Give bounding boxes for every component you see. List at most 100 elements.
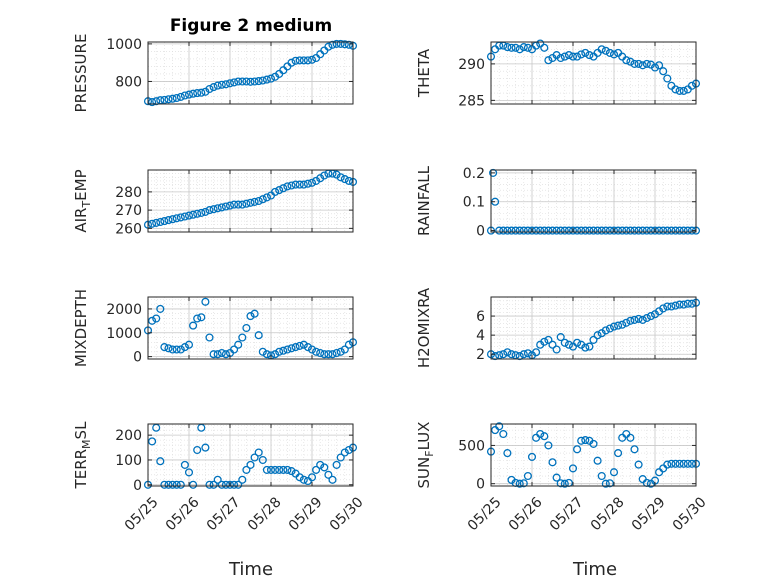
data-point xyxy=(523,471,532,481)
data-point xyxy=(622,56,631,65)
data-point xyxy=(577,436,586,445)
data-point xyxy=(507,350,516,359)
data-point xyxy=(601,479,610,488)
data-point xyxy=(585,226,594,235)
data-point xyxy=(495,226,504,235)
data-point xyxy=(336,173,345,182)
data-point xyxy=(160,217,169,226)
data-point xyxy=(189,321,198,330)
data-point xyxy=(638,226,647,235)
data-point xyxy=(675,300,684,309)
data-point xyxy=(176,480,185,489)
axes-box xyxy=(147,41,354,105)
data-point xyxy=(316,348,325,358)
subplot-air_temp: 260 270 280 AIRTEMP xyxy=(72,169,358,237)
data-point xyxy=(299,475,308,484)
data-point xyxy=(340,345,349,354)
series-theta xyxy=(486,39,701,95)
data-point xyxy=(328,40,337,49)
y-tick-label: 500 xyxy=(458,438,485,454)
data-point xyxy=(184,211,194,220)
data-point xyxy=(148,316,157,325)
axes-box xyxy=(147,169,354,233)
data-point xyxy=(577,226,586,235)
data-point xyxy=(515,479,524,488)
data-point xyxy=(544,441,553,450)
data-point xyxy=(156,304,165,313)
data-point xyxy=(246,198,255,207)
plot-area xyxy=(148,170,353,232)
data-point xyxy=(630,59,639,68)
data-point xyxy=(523,43,532,52)
data-point xyxy=(242,323,251,333)
subplot-pressure: 800 1000 PRESSURE xyxy=(72,34,358,112)
data-point xyxy=(287,181,296,190)
data-point xyxy=(262,193,271,202)
data-point xyxy=(279,465,288,474)
data-point xyxy=(291,56,300,65)
data-point xyxy=(168,215,177,224)
data-point xyxy=(258,455,267,465)
y-tick-label: 0.1 xyxy=(463,195,485,211)
data-point xyxy=(238,475,247,484)
data-point xyxy=(287,467,296,476)
data-point xyxy=(499,226,508,235)
data-point xyxy=(573,52,582,61)
data-point xyxy=(687,81,696,90)
data-point xyxy=(548,458,557,467)
y-tick-label: 200 xyxy=(115,428,142,444)
data-point xyxy=(148,219,157,228)
data-point xyxy=(230,480,239,489)
data-point xyxy=(597,226,606,235)
data-point xyxy=(164,480,173,489)
data-point xyxy=(344,40,353,49)
series-pressure xyxy=(143,39,358,107)
data-point xyxy=(299,340,308,349)
data-point xyxy=(540,43,549,52)
data-point xyxy=(152,314,161,323)
data-point xyxy=(283,182,292,191)
data-point xyxy=(258,76,267,85)
data-point xyxy=(250,309,259,318)
data-point xyxy=(536,429,545,439)
data-point xyxy=(209,205,218,214)
data-point xyxy=(225,480,235,489)
data-point xyxy=(217,80,226,89)
axes-box xyxy=(490,169,697,233)
data-point xyxy=(205,84,214,94)
data-point xyxy=(515,45,524,54)
data-point xyxy=(275,465,284,474)
data-point xyxy=(234,480,243,489)
data-point xyxy=(217,348,226,358)
data-point xyxy=(626,433,635,442)
data-point xyxy=(675,459,684,468)
data-point xyxy=(250,77,259,86)
data-point xyxy=(622,318,631,327)
data-point xyxy=(527,226,537,235)
data-point xyxy=(646,226,655,235)
data-point xyxy=(299,56,308,65)
data-point xyxy=(340,448,349,457)
y-tick-label: 260 xyxy=(115,221,142,237)
data-point xyxy=(568,464,578,473)
data-point xyxy=(503,43,512,52)
data-point xyxy=(189,210,198,219)
data-point xyxy=(667,459,676,468)
data-point xyxy=(336,453,345,462)
data-point xyxy=(577,50,586,59)
data-point xyxy=(519,479,528,488)
data-point xyxy=(307,473,317,482)
data-point xyxy=(503,449,512,458)
y-axis-label: MIXDEPTH xyxy=(72,289,90,367)
subplot-h2omixra: 2 4 6 H2OMIXRA xyxy=(415,287,701,368)
data-point xyxy=(180,212,189,221)
data-point xyxy=(221,480,230,489)
data-point xyxy=(667,226,676,235)
y-axis-label: SUNFLUX xyxy=(415,422,436,489)
data-point xyxy=(630,445,639,454)
data-point xyxy=(519,226,528,235)
data-point xyxy=(295,473,304,482)
y-tick-label: 285 xyxy=(458,93,485,109)
data-point xyxy=(527,452,537,461)
